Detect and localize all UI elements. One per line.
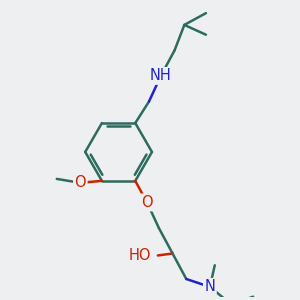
Text: O: O (74, 175, 86, 190)
Text: N: N (204, 279, 215, 294)
Text: O: O (141, 195, 153, 210)
Text: NH: NH (150, 68, 172, 83)
Text: HO: HO (128, 248, 151, 263)
